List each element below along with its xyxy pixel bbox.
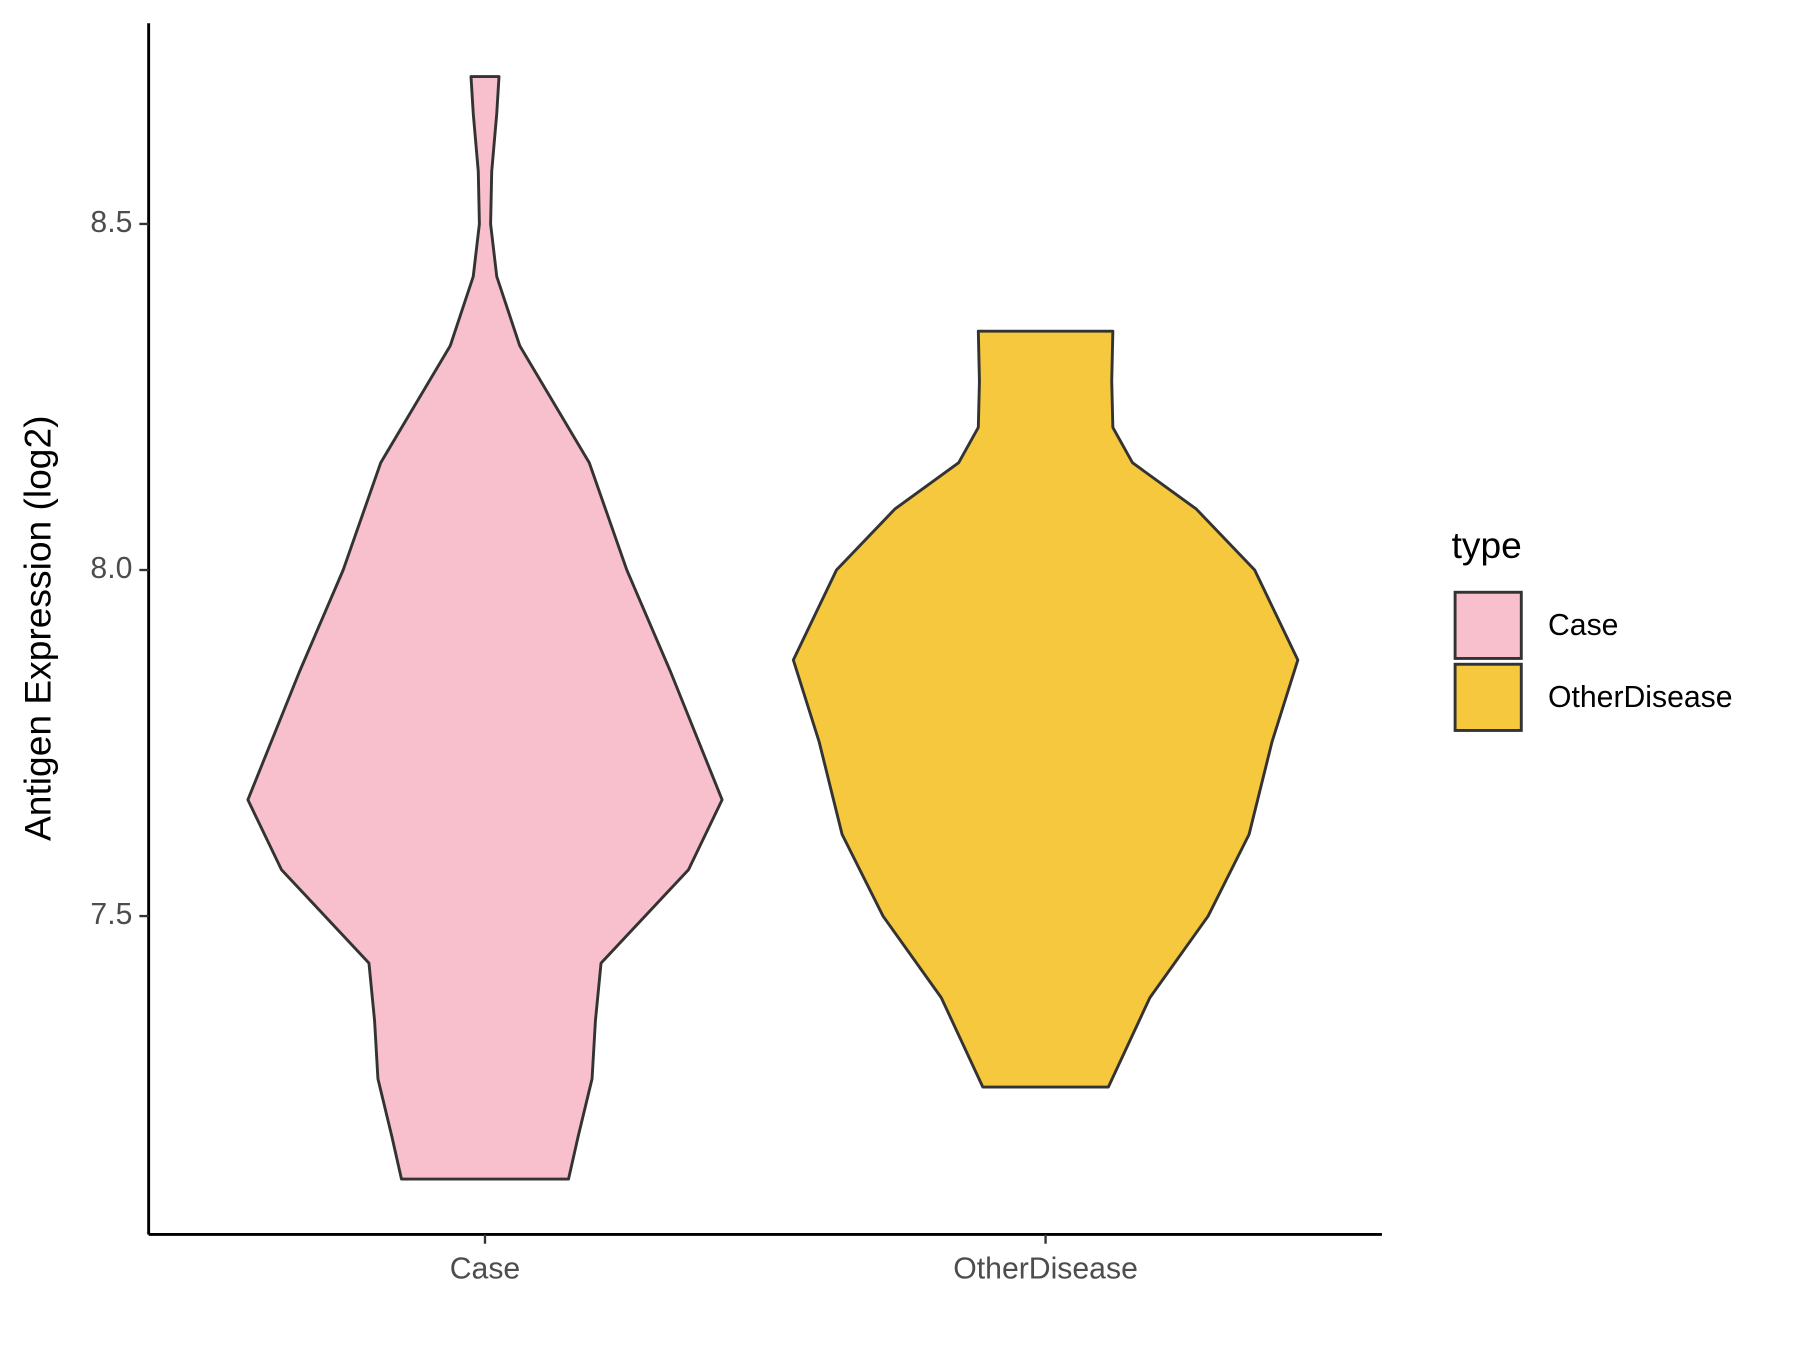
legend-title: type: [1452, 524, 1522, 566]
violin: [791, 329, 1300, 1089]
y-tick-label: 8.5: [90, 206, 132, 239]
legend-label: Case: [1548, 609, 1618, 642]
y-tick-label: 8.0: [90, 552, 132, 585]
legend-swatch: [1453, 590, 1523, 660]
x-tick-label: OtherDisease: [953, 1252, 1138, 1285]
legend-swatch: [1453, 662, 1523, 732]
y-axis-title: Antigen Expression (log2): [16, 416, 58, 841]
violin: [246, 75, 724, 1181]
x-tick-label: Case: [450, 1252, 520, 1285]
y-tick-label: 7.5: [90, 898, 132, 931]
legend-label: OtherDisease: [1548, 681, 1733, 714]
